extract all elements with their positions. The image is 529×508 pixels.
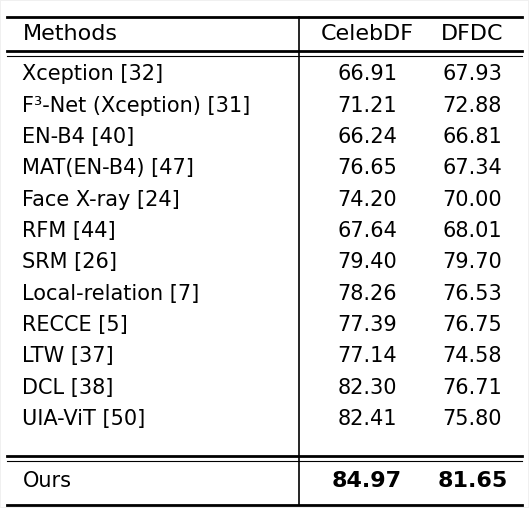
Text: RFM [44]: RFM [44] xyxy=(22,221,116,241)
Text: 82.30: 82.30 xyxy=(338,377,397,398)
Text: 76.65: 76.65 xyxy=(337,158,397,178)
Text: UIA-ViT [50]: UIA-ViT [50] xyxy=(22,409,145,429)
Text: 67.93: 67.93 xyxy=(442,65,503,84)
Text: DCL [38]: DCL [38] xyxy=(22,377,114,398)
Text: 77.14: 77.14 xyxy=(338,346,397,366)
Text: 66.24: 66.24 xyxy=(337,127,397,147)
Text: SRM [26]: SRM [26] xyxy=(22,252,117,272)
Text: 81.65: 81.65 xyxy=(437,471,507,491)
Text: 76.75: 76.75 xyxy=(442,315,502,335)
Text: 76.53: 76.53 xyxy=(442,283,502,304)
Text: 76.71: 76.71 xyxy=(442,377,502,398)
Text: 70.00: 70.00 xyxy=(443,189,502,210)
Text: Local-relation [7]: Local-relation [7] xyxy=(22,283,199,304)
Text: 68.01: 68.01 xyxy=(443,221,502,241)
Text: 78.26: 78.26 xyxy=(338,283,397,304)
Text: 67.64: 67.64 xyxy=(337,221,397,241)
Text: 79.70: 79.70 xyxy=(442,252,502,272)
Text: Face X-ray [24]: Face X-ray [24] xyxy=(22,189,180,210)
Text: Ours: Ours xyxy=(22,471,71,491)
Text: 82.41: 82.41 xyxy=(338,409,397,429)
Text: Xception [32]: Xception [32] xyxy=(22,65,163,84)
Text: Methods: Methods xyxy=(22,24,117,44)
Text: 75.80: 75.80 xyxy=(443,409,502,429)
Text: 74.58: 74.58 xyxy=(443,346,502,366)
Text: 71.21: 71.21 xyxy=(338,96,397,116)
Text: 79.40: 79.40 xyxy=(338,252,397,272)
Text: F³-Net (Xception) [31]: F³-Net (Xception) [31] xyxy=(22,96,251,116)
Text: 77.39: 77.39 xyxy=(338,315,397,335)
Text: MAT(EN-B4) [47]: MAT(EN-B4) [47] xyxy=(22,158,194,178)
Text: 84.97: 84.97 xyxy=(332,471,402,491)
Text: CelebDF: CelebDF xyxy=(321,24,414,44)
Text: 66.81: 66.81 xyxy=(442,127,502,147)
Text: EN-B4 [40]: EN-B4 [40] xyxy=(22,127,135,147)
Text: RECCE [5]: RECCE [5] xyxy=(22,315,128,335)
Text: LTW [37]: LTW [37] xyxy=(22,346,114,366)
Text: DFDC: DFDC xyxy=(441,24,504,44)
Text: 66.91: 66.91 xyxy=(337,65,397,84)
Text: 74.20: 74.20 xyxy=(338,189,397,210)
Text: 67.34: 67.34 xyxy=(442,158,502,178)
Text: 72.88: 72.88 xyxy=(443,96,502,116)
